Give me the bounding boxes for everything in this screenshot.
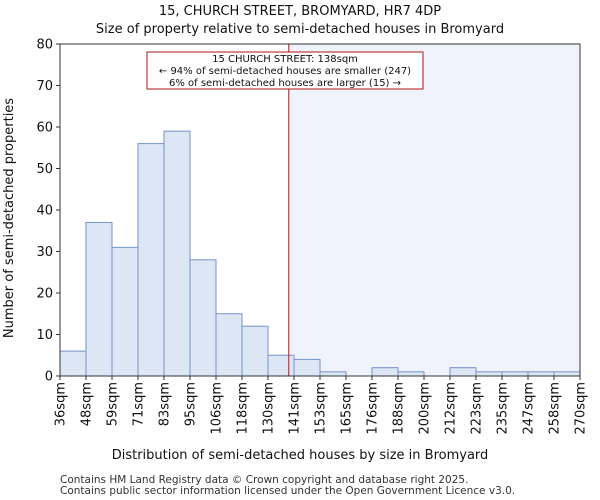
y-tick-label: 70 xyxy=(36,79,53,94)
annotation-line-2: ← 94% of semi-detached houses are smalle… xyxy=(159,66,411,77)
x-tick-label: 200sqm xyxy=(418,382,433,435)
x-tick-label: 258sqm xyxy=(548,382,563,435)
bar-247sqm xyxy=(527,371,555,377)
x-tick-label: 83sqm xyxy=(158,382,173,426)
x-tick-label: 95sqm xyxy=(184,382,199,426)
x-tick-label: 130sqm xyxy=(262,382,277,435)
y-tick-label: 10 xyxy=(36,328,53,343)
x-tick-label: 223sqm xyxy=(470,382,485,435)
bar-212sqm xyxy=(449,367,477,377)
x-tick-label: 176sqm xyxy=(366,382,381,435)
bar-188sqm xyxy=(397,371,425,377)
annotation-box: 15 CHURCH STREET: 138sqm ← 94% of semi-d… xyxy=(146,51,424,90)
bar-48sqm xyxy=(85,221,113,377)
y-tick-label: 20 xyxy=(36,287,53,302)
x-tick-label: 212sqm xyxy=(444,382,459,435)
y-tick-label: 50 xyxy=(36,162,53,177)
x-tick-label: 59sqm xyxy=(106,382,121,426)
bar-71sqm xyxy=(137,143,165,377)
x-tick-label: 247sqm xyxy=(522,382,537,435)
footer-line-1: Contains HM Land Registry data © Crown c… xyxy=(60,474,468,486)
x-tick-label: 188sqm xyxy=(392,382,407,435)
x-tick-label: 71sqm xyxy=(132,382,147,426)
bar-235sqm xyxy=(501,371,529,377)
bar-258sqm xyxy=(553,371,581,377)
y-tick-label: 0 xyxy=(45,370,53,385)
y-tick-label: 30 xyxy=(36,245,53,260)
bar-223sqm xyxy=(475,371,503,377)
bar-36sqm xyxy=(59,350,87,377)
bar-106sqm xyxy=(215,313,243,377)
x-tick-label: 36sqm xyxy=(54,382,69,426)
bar-130sqm xyxy=(267,354,295,377)
bar-83sqm xyxy=(163,130,191,377)
x-tick-label: 270sqm xyxy=(574,382,589,435)
x-tick-label: 106sqm xyxy=(210,382,225,435)
bar-95sqm xyxy=(189,259,217,377)
x-tick-label: 235sqm xyxy=(496,382,511,435)
annotation-line-1: 15 CHURCH STREET: 138sqm xyxy=(212,54,358,65)
bar-153sqm xyxy=(319,371,347,377)
y-tick-label: 80 xyxy=(36,38,53,53)
annotation-frame xyxy=(146,51,424,90)
x-tick-label: 165sqm xyxy=(340,382,355,435)
annotation-line-3: 6% of semi-detached houses are larger (1… xyxy=(169,78,401,89)
y-tick-label: 40 xyxy=(36,204,53,219)
x-axis-label: Distribution of semi-detached houses by … xyxy=(112,448,489,463)
chart-subtitle: Size of property relative to semi-detach… xyxy=(96,22,504,37)
bar-118sqm xyxy=(241,325,269,377)
y-tick-label: 60 xyxy=(36,121,53,136)
x-tick-label: 153sqm xyxy=(314,382,329,435)
chart-title: 15, CHURCH STREET, BROMYARD, HR7 4DP xyxy=(159,4,441,19)
x-tick-label: 141sqm xyxy=(288,382,303,435)
x-tick-label: 48sqm xyxy=(80,382,95,426)
bar-141sqm xyxy=(293,358,321,377)
x-tick-label: 118sqm xyxy=(236,382,251,435)
y-axis-label: Number of semi-detached properties xyxy=(2,98,17,338)
bar-59sqm xyxy=(111,246,139,377)
bar-176sqm xyxy=(371,367,399,377)
larger-region-shading xyxy=(288,44,580,376)
footer-line-2: Contains public sector information licen… xyxy=(60,485,515,497)
